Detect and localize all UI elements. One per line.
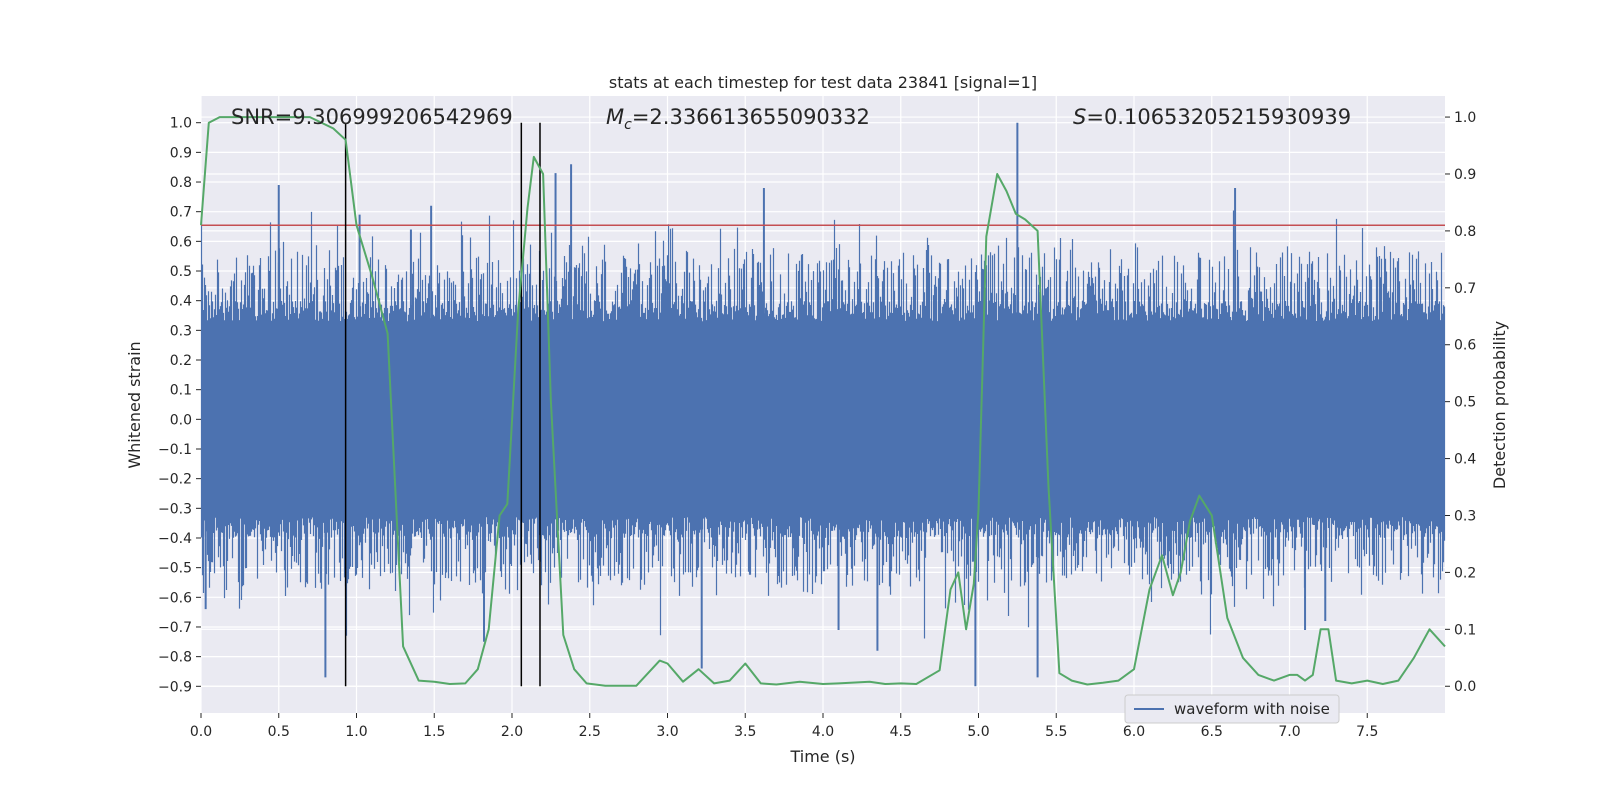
y-tick-label: −0.9 — [158, 679, 192, 695]
y-tick-label: 0.4 — [170, 294, 192, 310]
y-axis-ticks: −0.9 −0.8 −0.7 −0.6 −0.5 −0.4 −0.3 −0.2 −0.1 0.0 0… — [158, 116, 201, 695]
y-tick-label: 0.1 — [170, 383, 192, 399]
y-tick-label: 0.7 — [170, 205, 192, 221]
legend-label: waveform with noise — [1174, 700, 1330, 718]
y-tick-label: −0.6 — [158, 590, 192, 606]
x-tick-label: 4.0 — [812, 724, 834, 740]
y-tick-label: 1.0 — [170, 116, 192, 132]
waveform-band — [200, 210, 1446, 639]
x-tick-label: 2.0 — [501, 724, 523, 740]
y-tick-label: 0.8 — [170, 175, 192, 191]
y2-tick-label: 0.2 — [1454, 565, 1476, 581]
x-axis-label: Time (s) — [789, 747, 855, 766]
y-tick-label: 0.0 — [170, 412, 192, 428]
x-tick-label: 7.0 — [1278, 724, 1300, 740]
y2-tick-label: 0.5 — [1454, 395, 1476, 411]
x-tick-label: 0.5 — [268, 724, 290, 740]
y2-tick-label: 0.7 — [1454, 281, 1476, 297]
y-tick-label: −0.2 — [158, 472, 192, 488]
y2-tick-label: 0.8 — [1454, 224, 1476, 240]
y-tick-label: −0.5 — [158, 561, 192, 577]
y2-axis-label: Detection probability — [1490, 321, 1509, 489]
chirp-mass-annotation: Mc=2.336613655090332 — [606, 105, 870, 133]
chart-title: stats at each timestep for test data 238… — [609, 73, 1037, 92]
x-tick-label: 5.0 — [967, 724, 989, 740]
y-axis-label: Whitened strain — [125, 341, 144, 468]
y-tick-label: 0.2 — [170, 353, 192, 369]
detection-probability-series — [200, 116, 1446, 687]
y2-tick-label: 0.6 — [1454, 338, 1476, 354]
y-tick-label: −0.1 — [158, 442, 192, 458]
y2-tick-label: 0.9 — [1454, 167, 1476, 183]
x-tick-label: 6.0 — [1123, 724, 1145, 740]
y2-tick-label: 0.0 — [1454, 679, 1476, 695]
vertical-markers — [344, 122, 541, 687]
snr-prefix: SNR= — [231, 105, 292, 129]
x-tick-label: 6.5 — [1201, 724, 1223, 740]
mc-subscript: c — [624, 117, 632, 133]
x-tick-label: 7.5 — [1356, 724, 1378, 740]
s-symbol: S — [1073, 105, 1086, 129]
x-tick-label: 3.0 — [656, 724, 678, 740]
s-value: =0.10653205215930939 — [1086, 105, 1351, 129]
y2-tick-label: 0.4 — [1454, 452, 1476, 468]
x-tick-label: 1.0 — [345, 724, 367, 740]
x-tick-label: 0.0 — [190, 724, 212, 740]
x-tick-label: 2.5 — [579, 724, 601, 740]
y-tick-label: 0.3 — [170, 323, 192, 339]
y-tick-label: −0.7 — [158, 620, 192, 636]
snr-annotation: SNR=9.306999206542969 — [231, 105, 513, 129]
x-tick-label: 3.5 — [734, 724, 756, 740]
y2-tick-label: 0.1 — [1454, 622, 1476, 638]
x-tick-label: 4.5 — [890, 724, 912, 740]
mc-value: =2.336613655090332 — [632, 105, 870, 129]
legend: waveform with noise — [1124, 694, 1340, 724]
snr-value: 9.306999206542969 — [292, 105, 512, 129]
x-axis-ticks: 0.0 0.5 1.0 1.5 2.0 2.5 3.0 3.5 4.0 4.5 5.0 5.5 6.0 6… — [190, 713, 1378, 740]
mc-symbol: M — [606, 105, 624, 129]
s-annotation: S=0.10653205215930939 — [1073, 105, 1351, 129]
x-tick-label: 1.5 — [423, 724, 445, 740]
x-tick-label: 5.5 — [1045, 724, 1067, 740]
y2-tick-label: 0.3 — [1454, 508, 1476, 524]
y-tick-label: 0.5 — [170, 264, 192, 280]
detection-probability-line — [200, 116, 1446, 687]
waveform-series — [200, 122, 1446, 687]
y-tick-label: 0.9 — [170, 145, 192, 161]
y2-axis-ticks: 0.0 0.1 0.2 0.3 0.4 0.5 0.6 0.7 0.8 0.9 1.0 — [1445, 110, 1476, 695]
y2-tick-label: 1.0 — [1454, 110, 1476, 126]
y-tick-label: −0.4 — [158, 531, 192, 547]
y-tick-label: 0.6 — [170, 234, 192, 250]
y-tick-label: −0.3 — [158, 501, 192, 517]
legend-box — [1124, 694, 1340, 724]
y-tick-label: −0.8 — [158, 650, 192, 666]
